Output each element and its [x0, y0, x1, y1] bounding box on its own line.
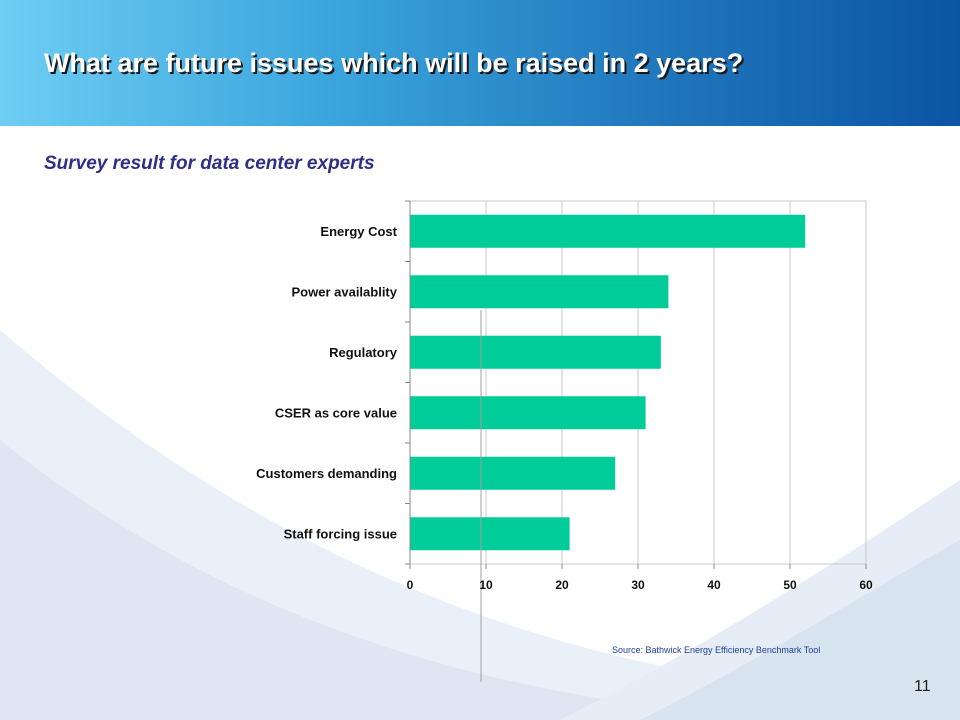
x-tick-label: 50: [783, 578, 797, 592]
category-label: Staff forcing issue: [284, 526, 397, 541]
x-tick-label: 0: [407, 578, 414, 592]
bar: [410, 214, 806, 248]
x-tick-label: 20: [555, 578, 569, 592]
bar: [410, 335, 661, 369]
bar: [410, 396, 646, 430]
category-label: Power availablity: [292, 284, 398, 299]
category-labels: Energy Cost Power availablity Regulatory CS…: [256, 224, 398, 542]
header-band: [0, 0, 960, 126]
x-tick-label: 40: [707, 578, 721, 592]
x-tick-label: 30: [631, 578, 645, 592]
tick-labels: 0 10 20 30 40 50 60: [407, 578, 873, 592]
bar: [410, 517, 570, 551]
axes: [405, 200, 867, 682]
bars: [410, 214, 806, 551]
bar: [410, 275, 669, 309]
category-label: Energy Cost: [320, 224, 397, 239]
source-note: Source: Bathwick Energy Efficiency Bench…: [612, 645, 821, 655]
slide-subtitle: Survey result for data center experts: [44, 153, 375, 174]
category-label: CSER as core value: [275, 405, 397, 420]
page-number: 11: [914, 678, 931, 695]
slide-title: What are future issues which will be rai…: [44, 48, 744, 78]
grid-lines: [409, 200, 867, 565]
bar: [410, 456, 616, 490]
category-label: Customers demanding: [256, 466, 397, 481]
category-label: Regulatory: [329, 345, 398, 360]
x-tick-label: 10: [479, 578, 493, 592]
x-tick-label: 60: [859, 578, 873, 592]
